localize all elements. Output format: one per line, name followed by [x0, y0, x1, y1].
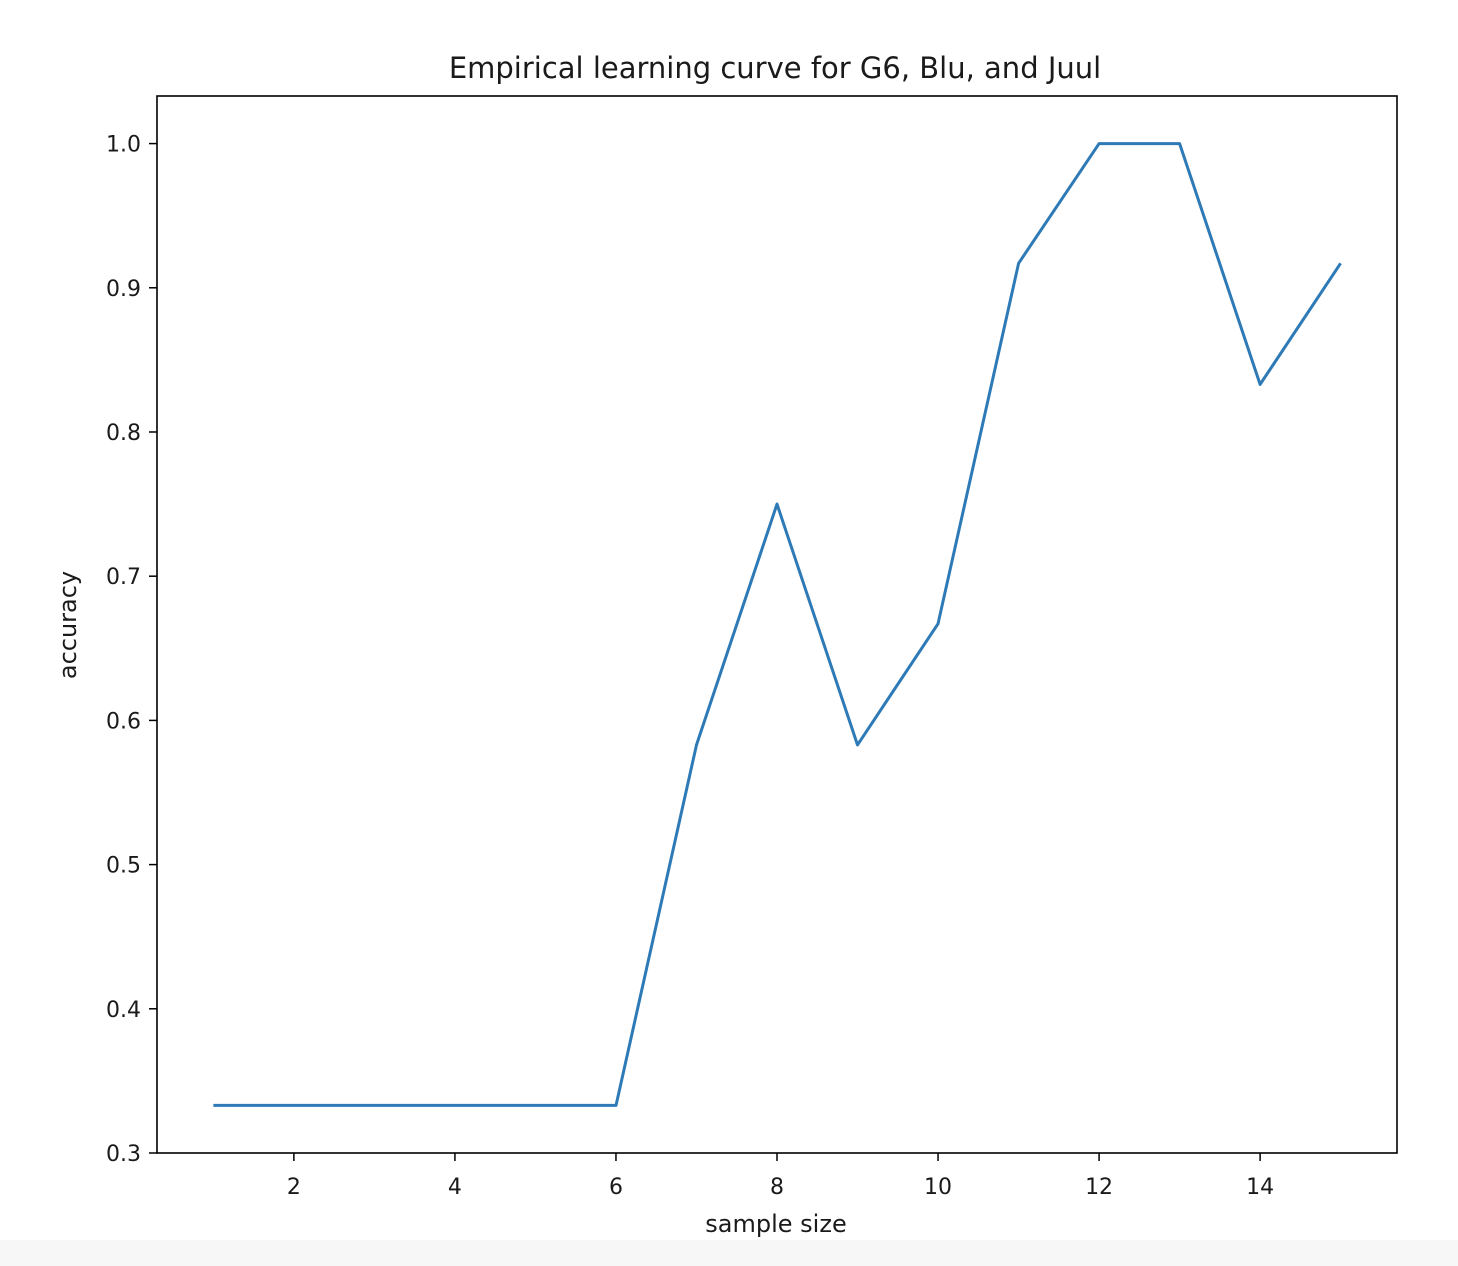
x-tick-label: 8	[770, 1175, 784, 1200]
y-tick-label: 0.5	[106, 854, 141, 879]
x-tick-label: 14	[1246, 1175, 1274, 1200]
y-tick-label: 1.0	[106, 133, 141, 158]
axes-frame	[156, 95, 1398, 1154]
x-tick-label: 10	[924, 1175, 952, 1200]
x-axis-label: sample size	[705, 1210, 846, 1238]
x-axis-ticks: 2 4 6 8 10 12 14	[287, 1153, 1274, 1200]
y-tick-label: 0.6	[106, 709, 141, 734]
window-bottom-strip	[0, 1240, 1458, 1266]
y-tick-label: 0.4	[106, 998, 141, 1023]
y-tick-label: 0.9	[106, 277, 141, 302]
x-tick-label: 12	[1085, 1175, 1113, 1200]
chart-title: Empirical learning curve for G6, Blu, an…	[449, 51, 1101, 85]
x-tick-label: 6	[609, 1175, 623, 1200]
series-line	[213, 142, 1342, 1107]
y-tick-label: 0.7	[106, 565, 141, 590]
y-axis-ticks: 0.3 0.4 0.5 0.6 0.7 0.8 0.9 1.0	[106, 133, 157, 1167]
x-tick-label: 4	[448, 1175, 462, 1200]
y-tick-label: 0.8	[106, 421, 141, 446]
y-axis-label: accuracy	[54, 571, 82, 679]
plot-area: 2 4 6 8 10 12 14 0.3 0.4 0.5 0.6 0.7 0.8 0.9 1.0	[106, 95, 1398, 1200]
x-tick-label: 2	[287, 1175, 301, 1200]
y-tick-label: 0.3	[106, 1142, 141, 1167]
